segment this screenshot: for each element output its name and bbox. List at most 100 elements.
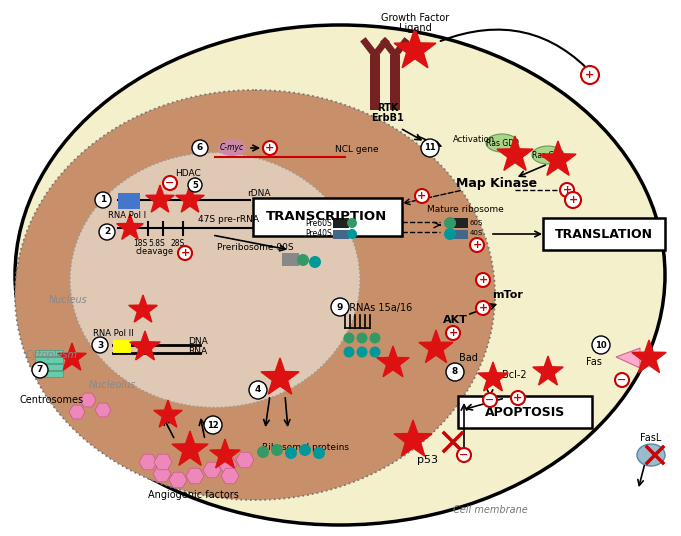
Text: 5: 5 <box>192 181 198 190</box>
Circle shape <box>285 447 297 459</box>
Circle shape <box>444 228 456 240</box>
Text: 18S: 18S <box>133 239 147 248</box>
Text: 4: 4 <box>255 385 262 394</box>
Text: ErbB1: ErbB1 <box>372 113 405 123</box>
FancyBboxPatch shape <box>458 396 592 428</box>
Text: 47S pre-rRNA: 47S pre-rRNA <box>197 215 259 225</box>
Circle shape <box>444 217 456 229</box>
Circle shape <box>347 218 357 228</box>
Circle shape <box>204 416 222 434</box>
Circle shape <box>343 332 355 344</box>
Text: Pre40S: Pre40S <box>305 228 332 237</box>
Circle shape <box>483 393 497 407</box>
Text: 40S: 40S <box>470 230 484 236</box>
Text: 6: 6 <box>197 144 203 153</box>
Text: 28S: 28S <box>171 239 185 248</box>
Text: 2: 2 <box>104 227 110 236</box>
Text: 60S: 60S <box>470 220 484 226</box>
FancyBboxPatch shape <box>253 198 402 236</box>
Circle shape <box>356 346 368 358</box>
Text: Pre60S: Pre60S <box>305 219 332 227</box>
Text: TRANSLATION: TRANSLATION <box>555 227 653 241</box>
Text: Angiogenic factors: Angiogenic factors <box>148 490 238 500</box>
Text: Cytoplasm: Cytoplasm <box>26 350 78 360</box>
Circle shape <box>415 189 429 203</box>
Text: +: + <box>473 240 481 250</box>
Text: AKT: AKT <box>443 315 467 325</box>
Text: RNA Pol I: RNA Pol I <box>108 211 146 220</box>
Polygon shape <box>478 362 508 391</box>
Text: Growth Factor: Growth Factor <box>381 13 449 23</box>
Bar <box>370 55 380 110</box>
Polygon shape <box>419 330 453 362</box>
Circle shape <box>470 238 484 252</box>
Circle shape <box>249 381 267 399</box>
Text: 8: 8 <box>452 368 458 376</box>
Text: mTor: mTor <box>492 290 524 300</box>
Text: p53: p53 <box>417 455 437 465</box>
Text: DNA: DNA <box>188 338 208 346</box>
Circle shape <box>95 192 111 208</box>
Text: Nucleolus: Nucleolus <box>89 380 136 390</box>
Bar <box>118 193 140 209</box>
Text: −: − <box>486 395 494 405</box>
Circle shape <box>592 336 610 354</box>
Polygon shape <box>146 185 174 212</box>
Circle shape <box>32 362 48 378</box>
Ellipse shape <box>70 153 360 407</box>
Bar <box>452 218 468 228</box>
Circle shape <box>92 337 108 353</box>
Text: Map Kinase: Map Kinase <box>456 176 537 190</box>
Polygon shape <box>154 454 172 470</box>
Polygon shape <box>129 295 157 322</box>
Polygon shape <box>116 214 143 240</box>
Text: +: + <box>478 303 488 313</box>
Bar <box>113 340 131 353</box>
Text: FasL: FasL <box>640 433 662 443</box>
Polygon shape <box>394 420 432 456</box>
Circle shape <box>476 273 490 287</box>
Text: +: + <box>569 195 577 205</box>
Bar <box>35 364 63 370</box>
Polygon shape <box>95 403 111 417</box>
Ellipse shape <box>15 90 495 500</box>
Text: +: + <box>478 275 488 285</box>
Text: +: + <box>513 393 522 403</box>
Text: RNA Pol II: RNA Pol II <box>93 329 133 338</box>
Circle shape <box>299 444 311 456</box>
Circle shape <box>370 332 381 344</box>
Ellipse shape <box>15 25 665 525</box>
Text: Centrosomes: Centrosomes <box>20 395 84 405</box>
Text: miRNAs 15a/16: miRNAs 15a/16 <box>337 303 413 313</box>
Ellipse shape <box>218 140 246 156</box>
Text: −: − <box>459 450 469 460</box>
Polygon shape <box>69 405 85 419</box>
Polygon shape <box>497 136 533 170</box>
Circle shape <box>511 391 525 405</box>
Text: −: − <box>165 178 175 188</box>
Bar <box>452 230 468 239</box>
Text: +: + <box>417 191 426 201</box>
Text: +: + <box>586 70 595 80</box>
Polygon shape <box>533 356 563 385</box>
Text: RTK: RTK <box>377 103 398 113</box>
Text: +: + <box>448 328 458 338</box>
Bar <box>35 371 63 377</box>
Circle shape <box>257 446 269 458</box>
Text: Ras GTP: Ras GTP <box>533 151 564 160</box>
Text: +: + <box>266 143 274 153</box>
Polygon shape <box>80 393 96 407</box>
Bar <box>282 253 299 266</box>
Ellipse shape <box>637 444 665 466</box>
Polygon shape <box>139 454 157 470</box>
Text: Mature ribosome: Mature ribosome <box>426 205 503 214</box>
Polygon shape <box>153 466 171 482</box>
Bar <box>35 350 63 356</box>
Text: +: + <box>180 248 189 258</box>
Text: NCL gene: NCL gene <box>335 145 379 154</box>
Text: Ligand: Ligand <box>398 23 431 33</box>
Circle shape <box>163 176 177 190</box>
Text: 9: 9 <box>337 302 343 311</box>
Text: Preribosome 90S: Preribosome 90S <box>217 243 294 252</box>
Text: cleavage: cleavage <box>136 248 174 257</box>
